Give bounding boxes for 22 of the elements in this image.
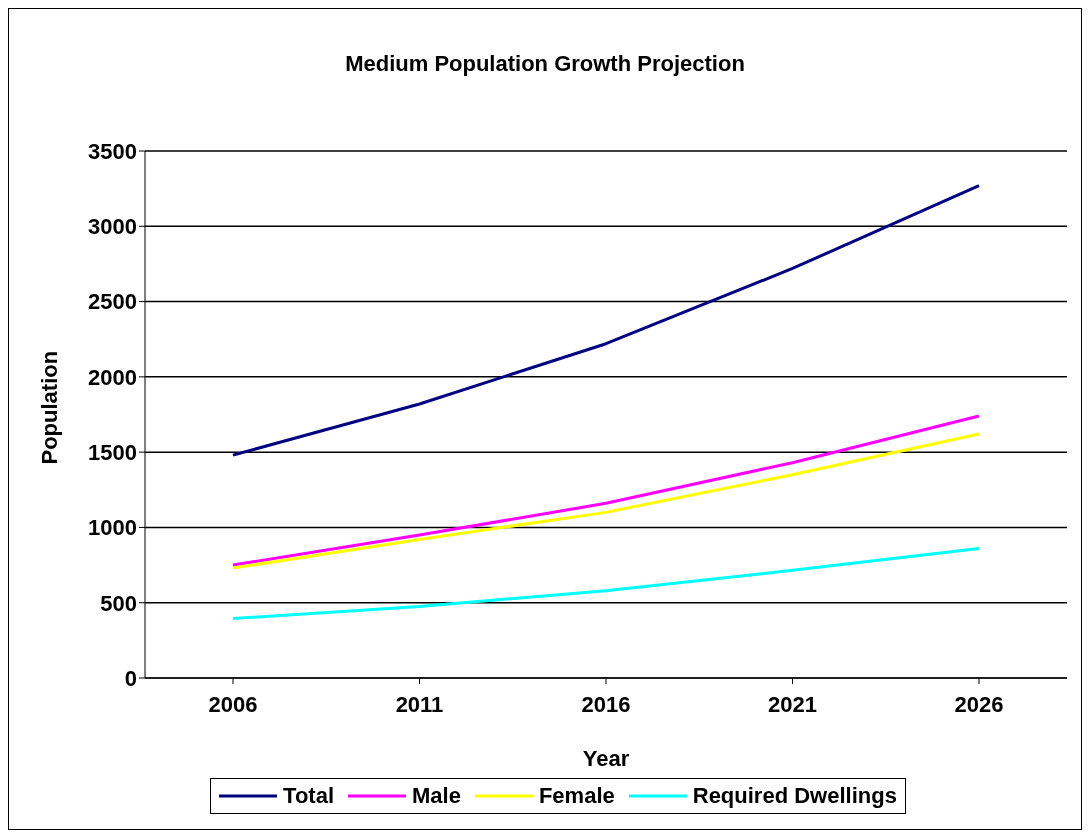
y-tick-label: 2000	[88, 364, 137, 390]
legend-label: Total	[283, 783, 334, 809]
x-tick-label: 2011	[395, 691, 444, 717]
line-series	[231, 547, 981, 621]
legend-label: Required Dwellings	[692, 783, 897, 809]
x-tick-label: 2006	[208, 691, 258, 717]
legend-label: Male	[412, 783, 461, 809]
x-tick-label: 2026	[954, 691, 1004, 717]
y-axis-title: Population	[36, 350, 62, 465]
x-tick-label: 2016	[581, 691, 631, 717]
y-tick-label: 1000	[88, 515, 137, 541]
line-series	[231, 184, 981, 457]
y-tick-label: 3500	[88, 138, 137, 164]
x-tick-label: 2021	[768, 691, 817, 717]
legend-label: Female	[538, 783, 615, 809]
y-tick-label: 2500	[88, 289, 137, 315]
y-tick-label: 1500	[88, 439, 137, 465]
y-tick-label: 3000	[88, 214, 137, 240]
y-tick-label: 0	[124, 665, 137, 691]
chart-title: Medium Population Growth Projection	[344, 51, 746, 77]
y-tick-label: 500	[100, 590, 137, 616]
x-axis-title: Year	[582, 746, 630, 771]
